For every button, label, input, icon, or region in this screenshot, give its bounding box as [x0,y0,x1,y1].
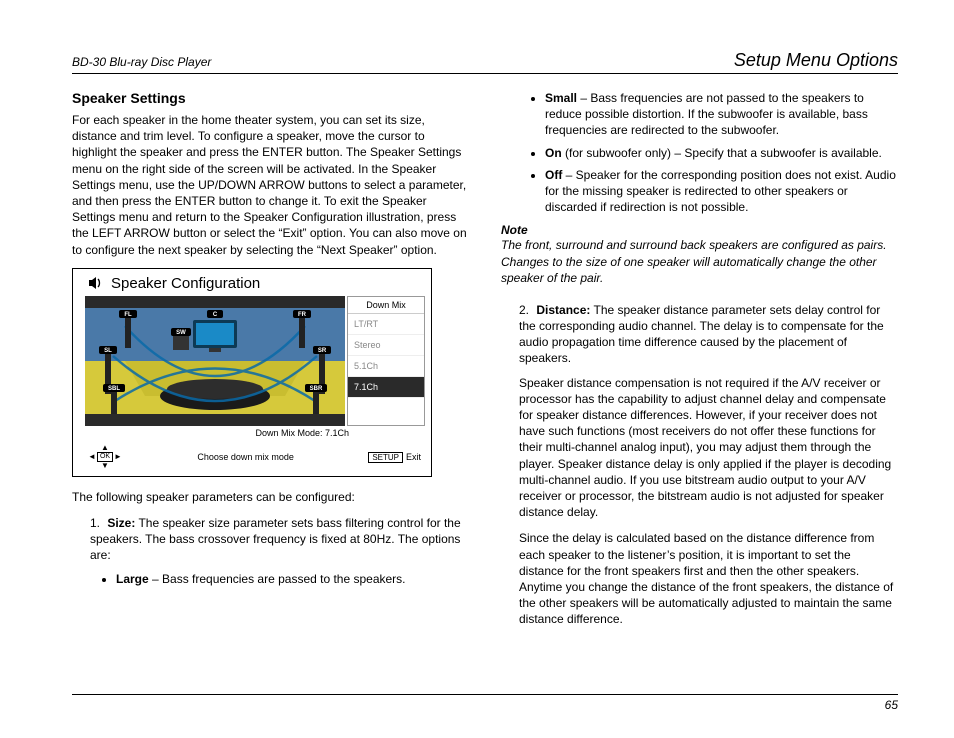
svg-text:SBL: SBL [108,386,120,392]
right-column: Small – Bass frequencies are not passed … [501,90,898,637]
page-header: BD-30 Blu-ray Disc Player Setup Menu Opt… [72,50,898,74]
intro-paragraph: For each speaker in the home theater sys… [72,112,469,258]
distance-p3: Since the delay is calculated based on t… [519,530,898,627]
note-body: The front, surround and surround back sp… [501,237,898,286]
params-intro: The following speaker parameters can be … [72,489,469,505]
svg-text:FL: FL [124,312,132,318]
choose-hint: Choose down mix mode [197,452,294,462]
exit-label: Exit [406,452,421,462]
bullet-off: Off – Speaker for the corresponding posi… [545,167,898,216]
header-section: Setup Menu Options [734,50,898,71]
bullet-on: On (for subwoofer only) – Specify that a… [545,145,898,161]
bullet-small: Small – Bass frequencies are not passed … [545,90,898,139]
room-scene: FL C FR SW SL SR [83,296,347,426]
bullet-large: Large – Bass frequencies are passed to t… [116,571,469,587]
config-title: Speaker Configuration [111,275,260,292]
svg-text:SL: SL [104,348,112,354]
svg-text:SR: SR [318,348,327,354]
downmix-menu[interactable]: Down Mix LT/RT Stereo 5.1Ch 7.1Ch [347,296,425,426]
svg-text:SBR: SBR [310,386,323,392]
distance-item: 2. Distance: The speaker distance parame… [519,302,898,367]
svg-text:SW: SW [176,330,186,336]
setup-button-chip[interactable]: SETUP [368,452,403,463]
speaker-config-panel: Speaker Configuration [72,268,432,477]
header-product: BD-30 Blu-ray Disc Player [72,55,211,69]
page-footer: 65 [72,694,898,712]
nav-arrows[interactable]: ▲ ◄OK► ▼ [87,444,123,470]
downmix-status: Down Mix Mode: 7.1Ch [73,426,431,440]
size-item: 1. Size: The speaker size parameter sets… [90,515,469,564]
downmix-opt-ltrt[interactable]: LT/RT [348,314,424,335]
speaker-icon [87,275,103,291]
section-title: Speaker Settings [72,90,469,106]
svg-text:C: C [213,312,218,318]
distance-p2: Speaker distance compensation is not req… [519,375,898,521]
left-column: Speaker Settings For each speaker in the… [72,90,469,637]
page-number: 65 [885,698,898,712]
exit-hint[interactable]: SETUPExit [368,452,421,462]
downmix-header: Down Mix [348,297,424,314]
downmix-opt-71[interactable]: 7.1Ch [348,377,424,398]
downmix-opt-stereo[interactable]: Stereo [348,335,424,356]
svg-text:FR: FR [298,312,307,318]
downmix-opt-51[interactable]: 5.1Ch [348,356,424,377]
note-heading: Note [501,223,898,237]
